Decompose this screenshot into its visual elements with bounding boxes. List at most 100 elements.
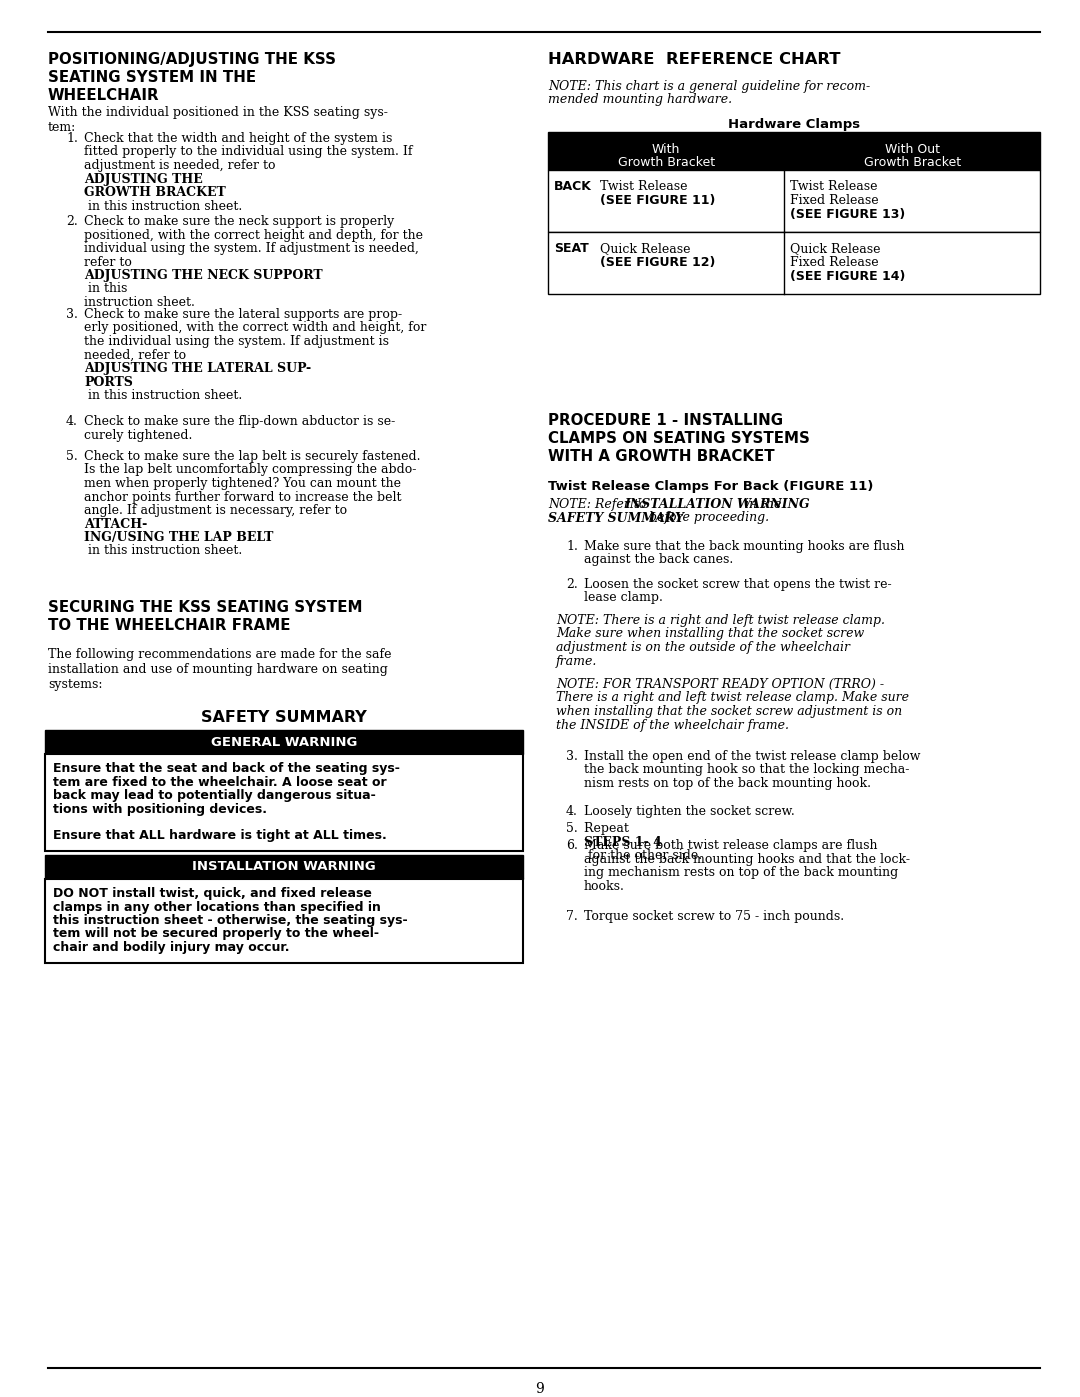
Text: Loosely tighten the socket screw.: Loosely tighten the socket screw. — [584, 805, 795, 819]
Text: ATTACH-: ATTACH- — [84, 517, 147, 531]
Text: Quick Release: Quick Release — [791, 242, 880, 256]
Text: ADJUSTING THE NECK SUPPORT: ADJUSTING THE NECK SUPPORT — [84, 270, 323, 282]
Text: BACK: BACK — [554, 180, 592, 193]
Text: lease clamp.: lease clamp. — [584, 591, 663, 605]
Text: With Out: With Out — [885, 142, 940, 156]
Text: ADJUSTING THE LATERAL SUP-: ADJUSTING THE LATERAL SUP- — [84, 362, 311, 374]
Text: ING/USING THE LAP BELT: ING/USING THE LAP BELT — [84, 531, 273, 543]
Text: Hardware Clamps: Hardware Clamps — [728, 117, 860, 131]
Text: Make sure both twist release clamps are flush: Make sure both twist release clamps are … — [584, 840, 877, 852]
Text: TO THE WHEELCHAIR FRAME: TO THE WHEELCHAIR FRAME — [48, 617, 291, 633]
Text: SAFETY SUMMARY: SAFETY SUMMARY — [548, 511, 684, 524]
Text: Fixed Release: Fixed Release — [791, 194, 879, 207]
Text: adjustment is needed, refer to: adjustment is needed, refer to — [84, 159, 280, 172]
Text: tions with positioning devices.: tions with positioning devices. — [53, 802, 267, 816]
Text: angle. If adjustment is necessary, refer to: angle. If adjustment is necessary, refer… — [84, 504, 351, 517]
Text: SEAT: SEAT — [554, 242, 589, 256]
Text: in the: in the — [741, 497, 781, 511]
Text: Check to make sure the lap belt is securely fastened.: Check to make sure the lap belt is secur… — [84, 450, 420, 462]
Text: HARDWARE  REFERENCE CHART: HARDWARE REFERENCE CHART — [548, 52, 840, 67]
Text: INSTALLATION WARNING: INSTALLATION WARNING — [624, 497, 810, 511]
Text: Check to make sure the lateral supports are prop-: Check to make sure the lateral supports … — [84, 307, 402, 321]
Text: tem are fixed to the wheelchair. A loose seat or: tem are fixed to the wheelchair. A loose… — [53, 775, 387, 788]
Text: 6.: 6. — [566, 840, 578, 852]
Text: clamps in any other locations than specified in: clamps in any other locations than speci… — [53, 901, 381, 914]
Text: the individual using the system. If adjustment is: the individual using the system. If adju… — [84, 335, 389, 348]
Text: Install the open end of the twist release clamp below: Install the open end of the twist releas… — [584, 750, 920, 763]
Text: when installing that the socket screw adjustment is on: when installing that the socket screw ad… — [556, 705, 902, 718]
Text: Growth Bracket: Growth Bracket — [864, 156, 960, 169]
Text: Twist Release: Twist Release — [600, 180, 688, 193]
Text: the back mounting hook so that the locking mecha-: the back mounting hook so that the locki… — [584, 764, 909, 777]
Text: adjustment is on the outside of the wheelchair: adjustment is on the outside of the whee… — [556, 641, 850, 654]
Text: ADJUSTING THE: ADJUSTING THE — [84, 172, 203, 186]
Text: 2.: 2. — [566, 578, 578, 591]
Text: nism rests on top of the back mounting hook.: nism rests on top of the back mounting h… — [584, 777, 870, 789]
Text: NOTE: This chart is a general guideline for recom-: NOTE: This chart is a general guideline … — [548, 80, 870, 94]
Text: this instruction sheet - otherwise, the seating sys-: this instruction sheet - otherwise, the … — [53, 914, 407, 928]
Text: for the other side.: for the other side. — [584, 849, 702, 862]
Text: Ensure that the seat and back of the seating sys-: Ensure that the seat and back of the sea… — [53, 761, 400, 775]
Text: refer to: refer to — [84, 256, 136, 268]
Text: STEPS 1- 4: STEPS 1- 4 — [584, 835, 662, 848]
Text: Ensure that ALL hardware is tight at ALL times.: Ensure that ALL hardware is tight at ALL… — [53, 830, 387, 842]
Text: in this instruction sheet.: in this instruction sheet. — [84, 388, 242, 402]
Text: (SEE FIGURE 13): (SEE FIGURE 13) — [791, 208, 905, 221]
Text: against the back mounting hooks and that the lock-: against the back mounting hooks and that… — [584, 852, 910, 866]
Text: 9: 9 — [536, 1382, 544, 1396]
Text: Growth Bracket: Growth Bracket — [618, 156, 715, 169]
Text: in this: in this — [84, 282, 127, 296]
Text: 4.: 4. — [66, 415, 78, 427]
Text: the INSIDE of the wheelchair frame.: the INSIDE of the wheelchair frame. — [556, 718, 789, 732]
Text: GENERAL WARNING: GENERAL WARNING — [211, 735, 357, 749]
Text: NOTE: Refer to: NOTE: Refer to — [548, 497, 650, 511]
Text: Is the lap belt uncomfortably compressing the abdo-: Is the lap belt uncomfortably compressin… — [84, 464, 417, 476]
Bar — [548, 232, 1040, 293]
Text: back may lead to potentially dangerous situa-: back may lead to potentially dangerous s… — [53, 789, 376, 802]
Text: Loosen the socket screw that opens the twist re-: Loosen the socket screw that opens the t… — [584, 578, 892, 591]
Text: Twist Release: Twist Release — [791, 180, 878, 193]
Text: PROCEDURE 1 - INSTALLING: PROCEDURE 1 - INSTALLING — [548, 414, 783, 427]
Text: Quick Release: Quick Release — [600, 242, 690, 256]
Text: Check that the width and height of the system is: Check that the width and height of the s… — [84, 131, 392, 145]
Text: against the back canes.: against the back canes. — [584, 553, 733, 567]
Text: in this instruction sheet.: in this instruction sheet. — [84, 545, 242, 557]
Text: There is a right and left twist release clamp. Make sure: There is a right and left twist release … — [556, 692, 909, 704]
Text: WHEELCHAIR: WHEELCHAIR — [48, 88, 160, 103]
Text: With: With — [652, 142, 680, 156]
Text: erly positioned, with the correct width and height, for: erly positioned, with the correct width … — [84, 321, 427, 334]
Text: Check to make sure the flip-down abductor is se-: Check to make sure the flip-down abducto… — [84, 415, 395, 427]
Text: (SEE FIGURE 14): (SEE FIGURE 14) — [791, 270, 905, 284]
Text: (SEE FIGURE 11): (SEE FIGURE 11) — [600, 194, 715, 207]
Text: in this instruction sheet.: in this instruction sheet. — [84, 200, 242, 212]
Text: 7.: 7. — [566, 909, 578, 923]
Text: men when properly tightened? You can mount the: men when properly tightened? You can mou… — [84, 476, 401, 490]
Text: CLAMPS ON SEATING SYSTEMS: CLAMPS ON SEATING SYSTEMS — [548, 432, 810, 446]
Text: 4.: 4. — [566, 805, 578, 819]
Text: fitted properly to the individual using the system. If: fitted properly to the individual using … — [84, 145, 413, 158]
Bar — [548, 170, 1040, 232]
Text: Make sure that the back mounting hooks are flush: Make sure that the back mounting hooks a… — [584, 541, 905, 553]
Bar — [548, 131, 1040, 170]
Text: ing mechanism rests on top of the back mounting: ing mechanism rests on top of the back m… — [584, 866, 899, 879]
Text: 2.: 2. — [66, 215, 78, 228]
Text: hooks.: hooks. — [584, 880, 625, 893]
Bar — [45, 754, 523, 851]
Text: NOTE: FOR TRANSPORT READY OPTION (TRRO) -: NOTE: FOR TRANSPORT READY OPTION (TRRO) … — [556, 678, 885, 692]
Text: 1.: 1. — [66, 131, 78, 145]
Text: mended mounting hardware.: mended mounting hardware. — [548, 94, 732, 106]
Text: tem will not be secured properly to the wheel-: tem will not be secured properly to the … — [53, 928, 379, 940]
Text: needed, refer to: needed, refer to — [84, 348, 190, 362]
Text: DO NOT install twist, quick, and fixed release: DO NOT install twist, quick, and fixed r… — [53, 887, 372, 900]
Text: frame.: frame. — [556, 655, 597, 668]
Text: SEATING SYSTEM IN THE: SEATING SYSTEM IN THE — [48, 70, 256, 85]
Text: 1.: 1. — [566, 541, 578, 553]
Text: individual using the system. If adjustment is needed,: individual using the system. If adjustme… — [84, 242, 419, 256]
Bar — [45, 879, 523, 963]
Text: 5.: 5. — [566, 821, 578, 835]
Text: Check to make sure the neck support is properly: Check to make sure the neck support is p… — [84, 215, 394, 228]
Text: 3.: 3. — [66, 307, 78, 321]
Text: SECURING THE KSS SEATING SYSTEM: SECURING THE KSS SEATING SYSTEM — [48, 599, 363, 615]
Text: Make sure when installing that the socket screw: Make sure when installing that the socke… — [556, 627, 864, 640]
Text: INSTALLATION WARNING: INSTALLATION WARNING — [192, 861, 376, 873]
